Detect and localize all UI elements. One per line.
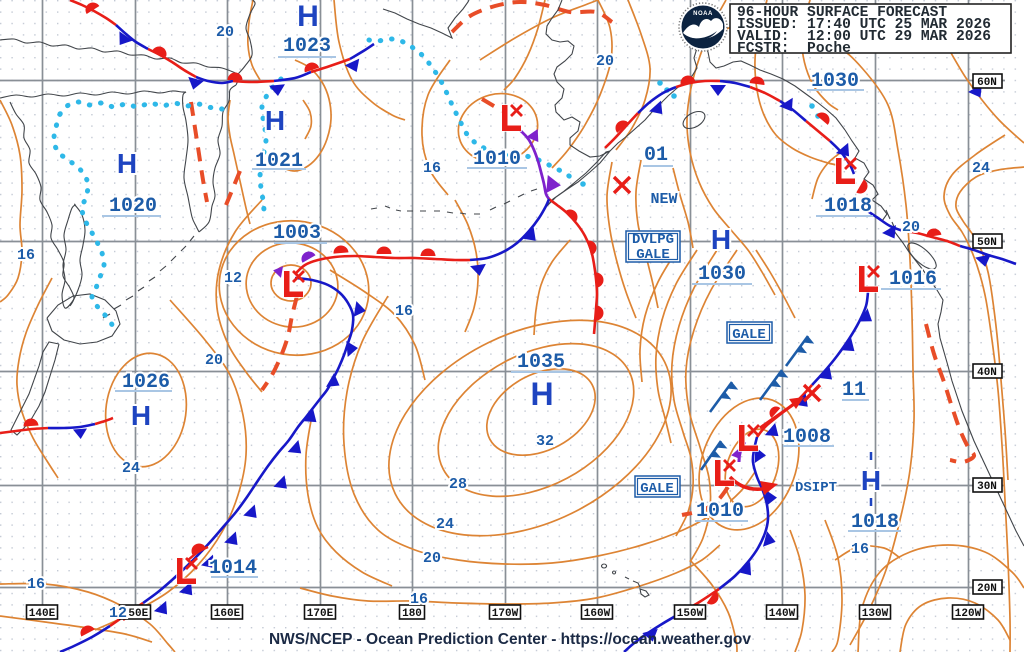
svg-text:11: 11 xyxy=(842,379,866,402)
svg-text:NOAA: NOAA xyxy=(693,11,713,17)
svg-text:20: 20 xyxy=(902,219,920,236)
svg-text:16: 16 xyxy=(395,303,413,320)
svg-text:16: 16 xyxy=(410,591,428,608)
svg-text:16: 16 xyxy=(423,160,441,177)
svg-text:GALE: GALE xyxy=(640,481,674,497)
svg-text:H: H xyxy=(711,224,731,255)
svg-text:1003: 1003 xyxy=(273,222,321,245)
svg-text:DVLPG: DVLPG xyxy=(632,232,674,248)
svg-text:ISSUED: 17:40 UTC 25 MAR 2026: ISSUED: 17:40 UTC 25 MAR 2026 xyxy=(737,17,991,33)
svg-text:160W: 160W xyxy=(584,608,611,620)
svg-text:24: 24 xyxy=(122,460,140,477)
svg-text:24: 24 xyxy=(436,516,454,533)
svg-text:24: 24 xyxy=(972,160,990,177)
svg-text:H: H xyxy=(297,0,319,33)
svg-text:01: 01 xyxy=(644,144,668,167)
svg-text:160E: 160E xyxy=(214,608,241,620)
svg-text:140W: 140W xyxy=(769,608,796,620)
svg-text:NEW: NEW xyxy=(650,191,677,208)
svg-text:140E: 140E xyxy=(29,608,56,620)
svg-text:12: 12 xyxy=(109,605,127,622)
svg-text:H: H xyxy=(117,148,137,179)
svg-text:12: 12 xyxy=(224,270,242,287)
svg-text:20: 20 xyxy=(423,550,441,567)
svg-text:16: 16 xyxy=(851,541,869,558)
svg-text:DSIPT: DSIPT xyxy=(795,480,837,496)
svg-text:20N: 20N xyxy=(977,583,997,595)
svg-text:32: 32 xyxy=(536,433,554,450)
svg-text:120W: 120W xyxy=(955,608,982,620)
svg-text:H: H xyxy=(861,465,881,496)
svg-text:28: 28 xyxy=(449,476,467,493)
svg-text:1020: 1020 xyxy=(109,195,157,218)
svg-text:1021: 1021 xyxy=(255,150,303,173)
svg-text:40N: 40N xyxy=(977,367,997,379)
svg-text:150E: 150E xyxy=(122,608,149,620)
svg-text:20: 20 xyxy=(205,352,223,369)
svg-text:30N: 30N xyxy=(977,481,997,493)
svg-text:VALID: 12:00 UTC 29 MAR 2026: VALID: 12:00 UTC 29 MAR 2026 xyxy=(737,29,991,45)
svg-text:H: H xyxy=(265,105,285,136)
svg-text:96-HOUR SURFACE FORECAST: 96-HOUR SURFACE FORECAST xyxy=(737,5,947,21)
svg-text:50N: 50N xyxy=(977,237,997,249)
svg-text:1010: 1010 xyxy=(696,500,744,523)
svg-text:130W: 130W xyxy=(862,608,889,620)
svg-text:20: 20 xyxy=(596,53,614,70)
svg-text:180: 180 xyxy=(402,608,422,620)
svg-text:H: H xyxy=(131,400,151,431)
svg-text:GALE: GALE xyxy=(732,327,766,343)
svg-text:GALE: GALE xyxy=(636,247,670,263)
svg-text:60N: 60N xyxy=(977,77,997,89)
svg-text:1035: 1035 xyxy=(517,351,565,374)
svg-text:FCSTR: Poche: FCSTR: Poche xyxy=(737,41,851,57)
svg-text:16: 16 xyxy=(27,576,45,593)
svg-text:16: 16 xyxy=(17,247,35,264)
svg-text:NWS/NCEP - Ocean Prediction Ce: NWS/NCEP - Ocean Prediction Center - htt… xyxy=(269,631,751,648)
svg-text:150W: 150W xyxy=(677,608,704,620)
svg-text:20: 20 xyxy=(216,24,234,41)
svg-text:170E: 170E xyxy=(307,608,334,620)
svg-text:1023: 1023 xyxy=(283,35,331,58)
svg-text:1030: 1030 xyxy=(698,263,746,286)
svg-text:170W: 170W xyxy=(492,608,519,620)
svg-text:1016: 1016 xyxy=(889,268,937,291)
svg-text:1018: 1018 xyxy=(824,195,872,218)
svg-text:H: H xyxy=(530,376,553,412)
